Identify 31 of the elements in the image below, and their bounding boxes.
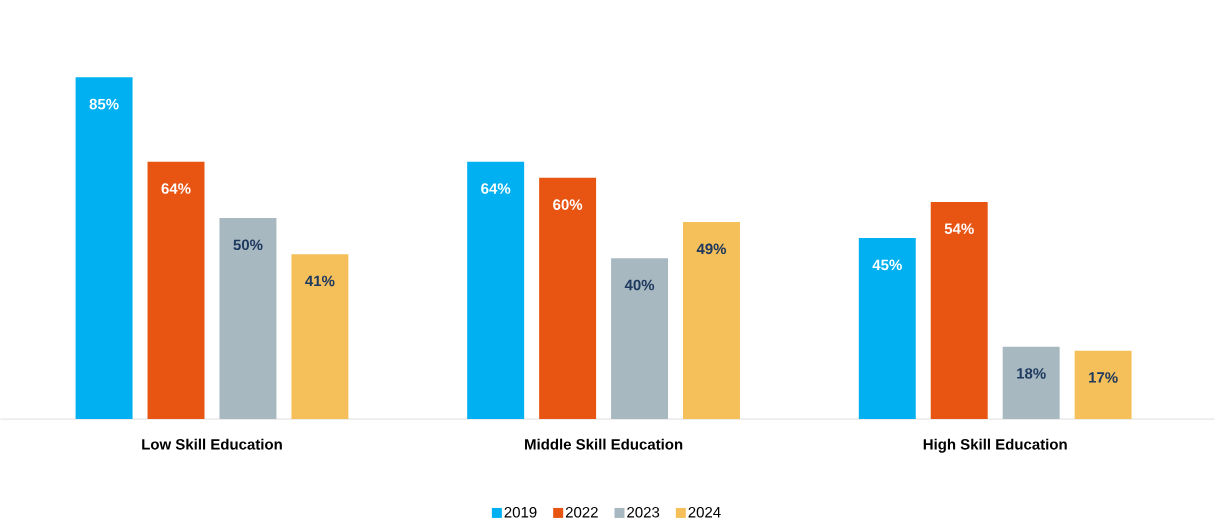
- bar: [611, 258, 669, 420]
- data-label: 40%: [624, 279, 655, 291]
- bar: [1002, 346, 1060, 420]
- data-label: 49%: [696, 243, 727, 255]
- data-label: 18%: [1017, 368, 1046, 379]
- legend-label: 2023: [627, 506, 660, 518]
- data-label: 45%: [872, 259, 902, 271]
- x-tick-label: Low Skill Education: [142, 438, 282, 450]
- x-tick-label: High Skill Education: [923, 438, 1067, 453]
- bar: [75, 77, 133, 420]
- data-label: 60%: [553, 199, 583, 210]
- bar: [1074, 350, 1132, 420]
- legend-label: 2019: [504, 506, 537, 518]
- bar: [539, 177, 597, 420]
- bar: [930, 201, 988, 420]
- data-label: 64%: [161, 183, 191, 194]
- legend-label: 2024: [688, 506, 721, 518]
- data-label: 41%: [305, 275, 335, 287]
- bar: [147, 161, 205, 420]
- data-label: 54%: [944, 223, 974, 235]
- data-label: 50%: [233, 239, 263, 251]
- bar: [858, 238, 916, 420]
- data-label: 85%: [89, 98, 119, 110]
- bar: [683, 222, 740, 420]
- bar: [467, 161, 525, 420]
- x-tick-label: Middle Skill Education: [525, 438, 683, 450]
- legend-label: 2022: [565, 506, 598, 518]
- data-label: 64%: [481, 183, 511, 194]
- bar: [219, 218, 277, 420]
- data-label: 17%: [1089, 372, 1118, 383]
- bar: [291, 254, 349, 420]
